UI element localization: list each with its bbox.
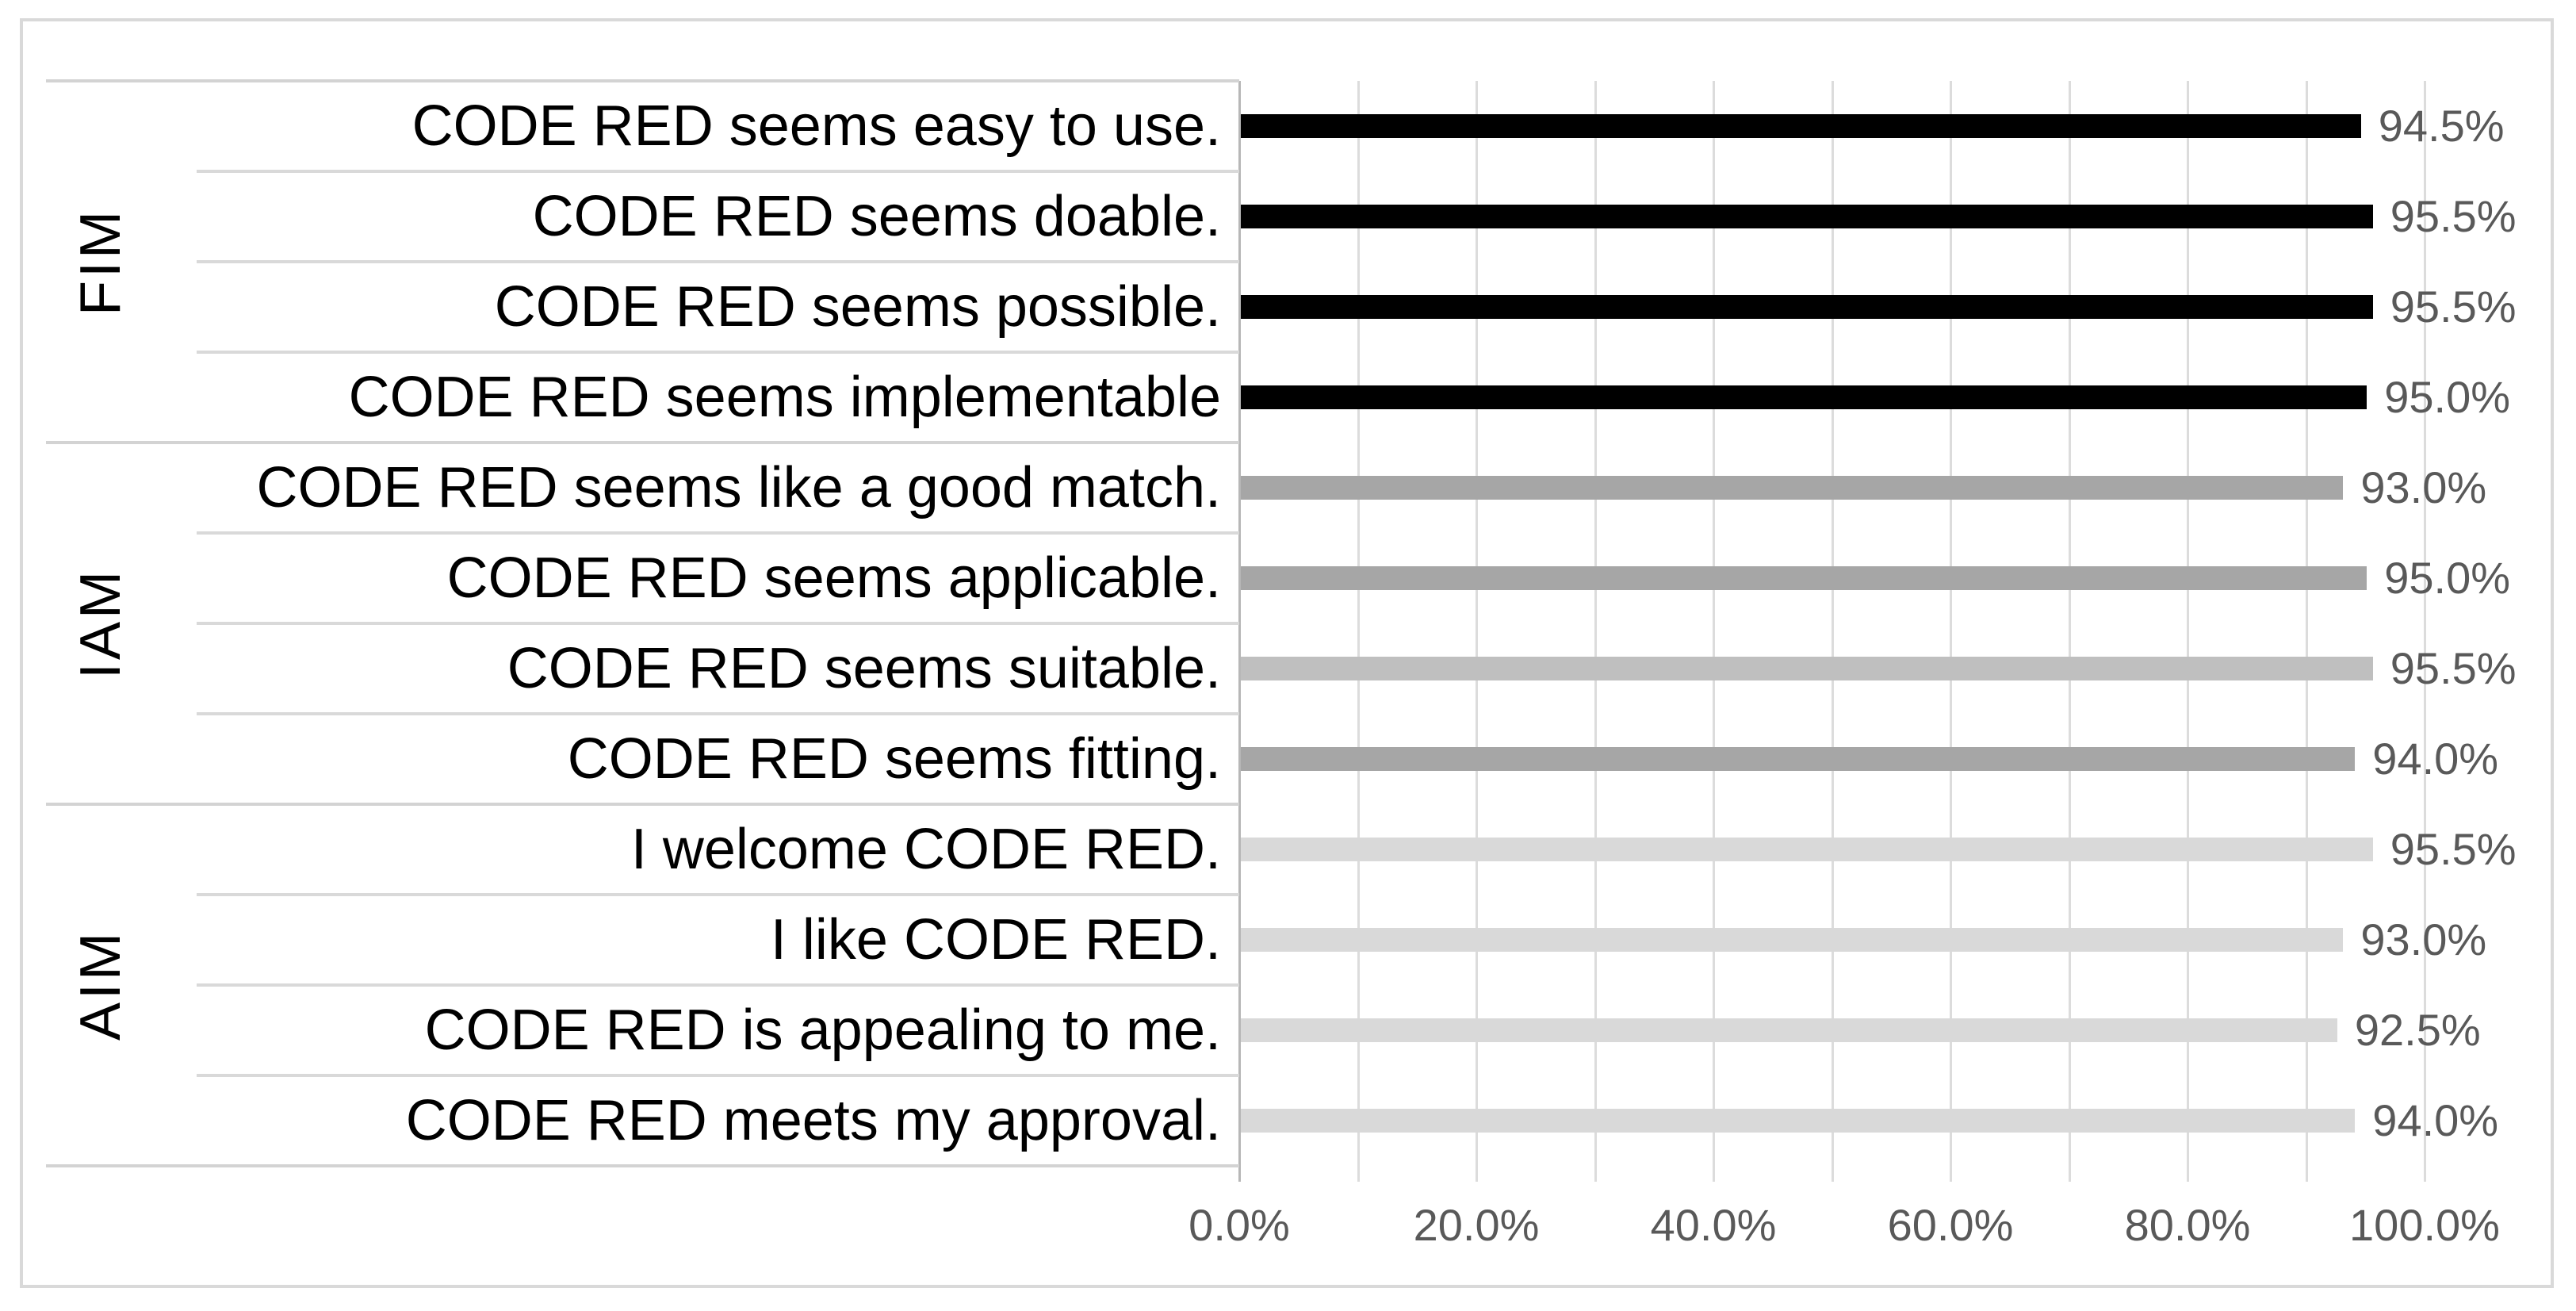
group-separator [46, 441, 1239, 444]
gridline [1476, 81, 1478, 1182]
category-label: CODE RED seems easy to use. [411, 94, 1221, 158]
x-axis-tick-label: 40.0% [1650, 1200, 1777, 1250]
x-axis-tick-label: 0.0% [1188, 1200, 1290, 1250]
value-label: 95.0% [2384, 372, 2511, 422]
value-label: 95.5% [2390, 824, 2517, 874]
category-label: CODE RED seems possible. [494, 275, 1221, 339]
category-label: CODE RED seems implementable [348, 366, 1221, 429]
value-label: 93.0% [2360, 462, 2487, 512]
bar [1241, 476, 2344, 500]
x-axis-tick-label: 80.0% [2124, 1200, 2251, 1250]
bar [1241, 747, 2356, 771]
category-label: CODE RED meets my approval. [405, 1089, 1221, 1152]
chart-border [20, 18, 2554, 1288]
group-label-fim: FIM [69, 208, 132, 316]
category-axis-line [1238, 81, 1241, 1182]
category-label: I like CODE RED. [770, 908, 1221, 972]
group-label-iam: IAM [69, 568, 132, 680]
category-label: CODE RED seems doable. [532, 185, 1221, 248]
category-label: CODE RED seems suitable. [507, 637, 1221, 700]
gridline [2068, 81, 2071, 1182]
gridline [2424, 81, 2426, 1182]
category-label: CODE RED seems like a good match. [256, 456, 1221, 519]
row-separator [197, 983, 1239, 987]
bar [1241, 1018, 2337, 1042]
category-label: CODE RED is appealing to me. [424, 999, 1221, 1062]
group-label-aim: AIM [69, 930, 132, 1041]
bar [1241, 657, 2373, 680]
category-label: CODE RED seems fitting. [567, 727, 1221, 791]
x-axis-tick-label: 20.0% [1413, 1200, 1540, 1250]
value-label: 94.5% [2378, 101, 2505, 151]
value-label: 95.5% [2390, 282, 2517, 332]
value-label: 94.0% [2372, 1095, 2499, 1145]
category-label: CODE RED seems applicable. [446, 546, 1221, 610]
bar [1241, 114, 2361, 138]
group-separator [46, 803, 1239, 806]
row-separator [197, 531, 1239, 535]
gridline [1950, 81, 1952, 1182]
value-label: 92.5% [2354, 1005, 2481, 1055]
bar [1241, 566, 2367, 590]
value-label: 95.5% [2390, 191, 2517, 241]
x-axis-tick-label: 60.0% [1887, 1200, 2014, 1250]
gridline [1831, 81, 1834, 1182]
bar [1241, 385, 2367, 409]
row-separator [197, 170, 1239, 173]
row-separator [197, 351, 1239, 354]
gridline [1594, 81, 1597, 1182]
gridline [1357, 81, 1360, 1182]
group-separator [46, 1164, 1239, 1167]
group-separator [46, 79, 1239, 82]
row-separator [197, 712, 1239, 715]
value-label: 94.0% [2372, 734, 2499, 784]
bar [1241, 295, 2373, 319]
gridline [2187, 81, 2189, 1182]
row-separator [197, 622, 1239, 625]
value-label: 95.0% [2384, 553, 2511, 603]
bar [1241, 838, 2373, 861]
row-separator [197, 893, 1239, 896]
gridline [2305, 81, 2308, 1182]
value-label: 93.0% [2360, 914, 2487, 964]
row-separator [197, 1074, 1239, 1077]
x-axis-tick-label: 100.0% [2349, 1200, 2500, 1250]
gridline [1713, 81, 1715, 1182]
bar [1241, 205, 2373, 228]
bar [1241, 928, 2344, 952]
bar [1241, 1109, 2356, 1133]
row-separator [197, 260, 1239, 263]
category-label: I welcome CODE RED. [630, 818, 1221, 881]
value-label: 95.5% [2390, 643, 2517, 693]
